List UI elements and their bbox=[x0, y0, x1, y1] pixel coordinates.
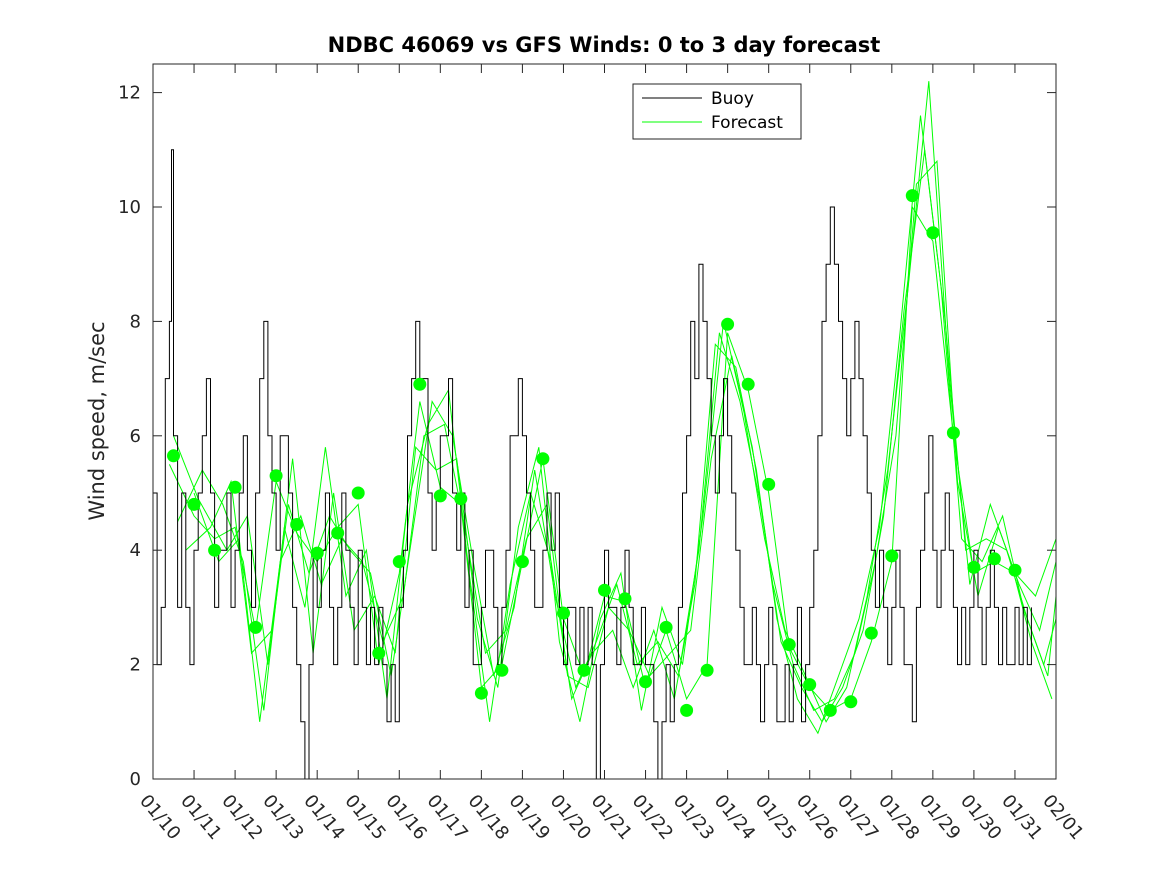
y-tick-label: 6 bbox=[130, 426, 141, 447]
y-tick-label: 0 bbox=[130, 769, 141, 790]
forecast-marker-28 bbox=[721, 317, 735, 331]
x-tick-label: 01/23 bbox=[669, 791, 718, 844]
forecast-marker-41 bbox=[987, 552, 1001, 566]
forecast-marker-12 bbox=[392, 555, 406, 569]
forecast-marker-10 bbox=[351, 486, 365, 500]
x-tick-label: 01/15 bbox=[340, 791, 389, 844]
forecast-marker-20 bbox=[557, 606, 570, 620]
buoy-series-line bbox=[153, 149, 1032, 779]
y-tick-label: 2 bbox=[130, 655, 141, 676]
plot-area bbox=[153, 81, 1056, 779]
forecast-marker-19 bbox=[536, 452, 550, 466]
forecast-marker-24 bbox=[639, 675, 652, 689]
x-tick-label: 01/12 bbox=[217, 791, 266, 844]
forecast-marker-17 bbox=[495, 663, 509, 677]
x-tick-label: 01/28 bbox=[874, 791, 923, 844]
legend-box bbox=[632, 83, 802, 140]
forecast-marker-29 bbox=[741, 377, 755, 391]
x-tick-label: 01/14 bbox=[299, 791, 348, 844]
x-tick-label: 01/30 bbox=[956, 791, 1005, 844]
y-tick-label: 8 bbox=[130, 311, 141, 332]
forecast-marker-35 bbox=[864, 626, 878, 640]
forecast-marker-2 bbox=[187, 497, 201, 511]
legend-forecast-label: Forecast bbox=[711, 113, 783, 133]
y-axis-label: Wind speed, m/sec bbox=[85, 321, 109, 520]
forecast-marker-37 bbox=[905, 189, 919, 203]
forecast-marker-39 bbox=[946, 426, 960, 440]
x-tick-label: 01/21 bbox=[587, 791, 636, 844]
forecast-marker-31 bbox=[782, 638, 796, 652]
x-tick-label: 01/26 bbox=[792, 791, 841, 844]
forecast-marker-1 bbox=[167, 449, 180, 463]
x-tick-label: 01/18 bbox=[464, 791, 513, 844]
x-tick-label: 01/24 bbox=[710, 791, 759, 844]
forecast-marker-13 bbox=[413, 377, 427, 391]
forecast-marker-11 bbox=[372, 646, 386, 660]
y-tick-label: 12 bbox=[118, 83, 141, 104]
x-tick-label: 01/13 bbox=[258, 791, 307, 844]
forecast-marker-3 bbox=[208, 543, 222, 557]
forecast-marker-32 bbox=[803, 678, 817, 692]
x-tick-label: 01/11 bbox=[176, 791, 225, 844]
legend-buoy-label: Buoy bbox=[711, 89, 754, 109]
forecast-marker-30 bbox=[762, 477, 776, 491]
forecast-marker-9 bbox=[331, 526, 345, 540]
forecast-run-line-5 bbox=[173, 149, 1056, 723]
forecast-run-line-2 bbox=[177, 115, 1056, 735]
x-tick-label: 01/20 bbox=[546, 791, 595, 844]
x-tick-label: 01/27 bbox=[833, 791, 882, 844]
axes-frame bbox=[152, 63, 1057, 780]
forecast-marker-42 bbox=[1008, 563, 1022, 577]
x-tick-label: 01/19 bbox=[505, 791, 554, 844]
forecast-marker-5 bbox=[249, 620, 263, 634]
forecast-marker-27 bbox=[700, 663, 714, 677]
axes: 02468101201/1001/1101/1201/1301/1401/150… bbox=[118, 63, 1088, 844]
x-tick-label: 01/22 bbox=[628, 791, 677, 844]
forecast-marker-36 bbox=[885, 549, 899, 563]
forecast-run-line-1 bbox=[168, 205, 1056, 712]
forecast-marker-26 bbox=[680, 703, 694, 717]
forecast-run-line-4 bbox=[193, 159, 1056, 722]
forecast-marker-25 bbox=[659, 620, 673, 634]
x-tick-label: 01/29 bbox=[915, 791, 964, 844]
x-tick-label: 01/16 bbox=[381, 791, 430, 844]
forecast-marker-6 bbox=[269, 469, 283, 483]
forecast-marker-21 bbox=[577, 663, 591, 677]
forecast-marker-38 bbox=[926, 226, 940, 240]
x-tick-label: 01/25 bbox=[751, 791, 800, 844]
forecast-marker-18 bbox=[515, 555, 529, 569]
forecast-marker-15 bbox=[454, 492, 468, 506]
forecast-marker-22 bbox=[598, 583, 611, 597]
x-tick-label: 01/31 bbox=[997, 791, 1046, 844]
forecast-marker-4 bbox=[228, 480, 242, 494]
x-tick-label: 01/17 bbox=[422, 791, 471, 844]
plot-series bbox=[153, 81, 1056, 779]
forecast-marker-8 bbox=[310, 546, 324, 560]
x-tick-label: 01/10 bbox=[135, 791, 184, 844]
y-tick-label: 4 bbox=[130, 540, 141, 561]
chart-title: NDBC 46069 vs GFS Winds: 0 to 3 day fore… bbox=[328, 33, 881, 57]
forecast-marker-16 bbox=[474, 686, 488, 700]
forecast-marker-14 bbox=[433, 489, 447, 503]
legend: Buoy Forecast bbox=[632, 83, 802, 140]
forecast-marker-33 bbox=[823, 703, 837, 717]
forecast-marker-40 bbox=[967, 560, 981, 574]
forecast-marker-34 bbox=[844, 695, 858, 709]
x-tick-label: 02/01 bbox=[1038, 791, 1087, 844]
forecast-marker-7 bbox=[290, 518, 304, 531]
y-tick-label: 10 bbox=[118, 197, 141, 218]
forecast-marker-23 bbox=[618, 592, 632, 606]
